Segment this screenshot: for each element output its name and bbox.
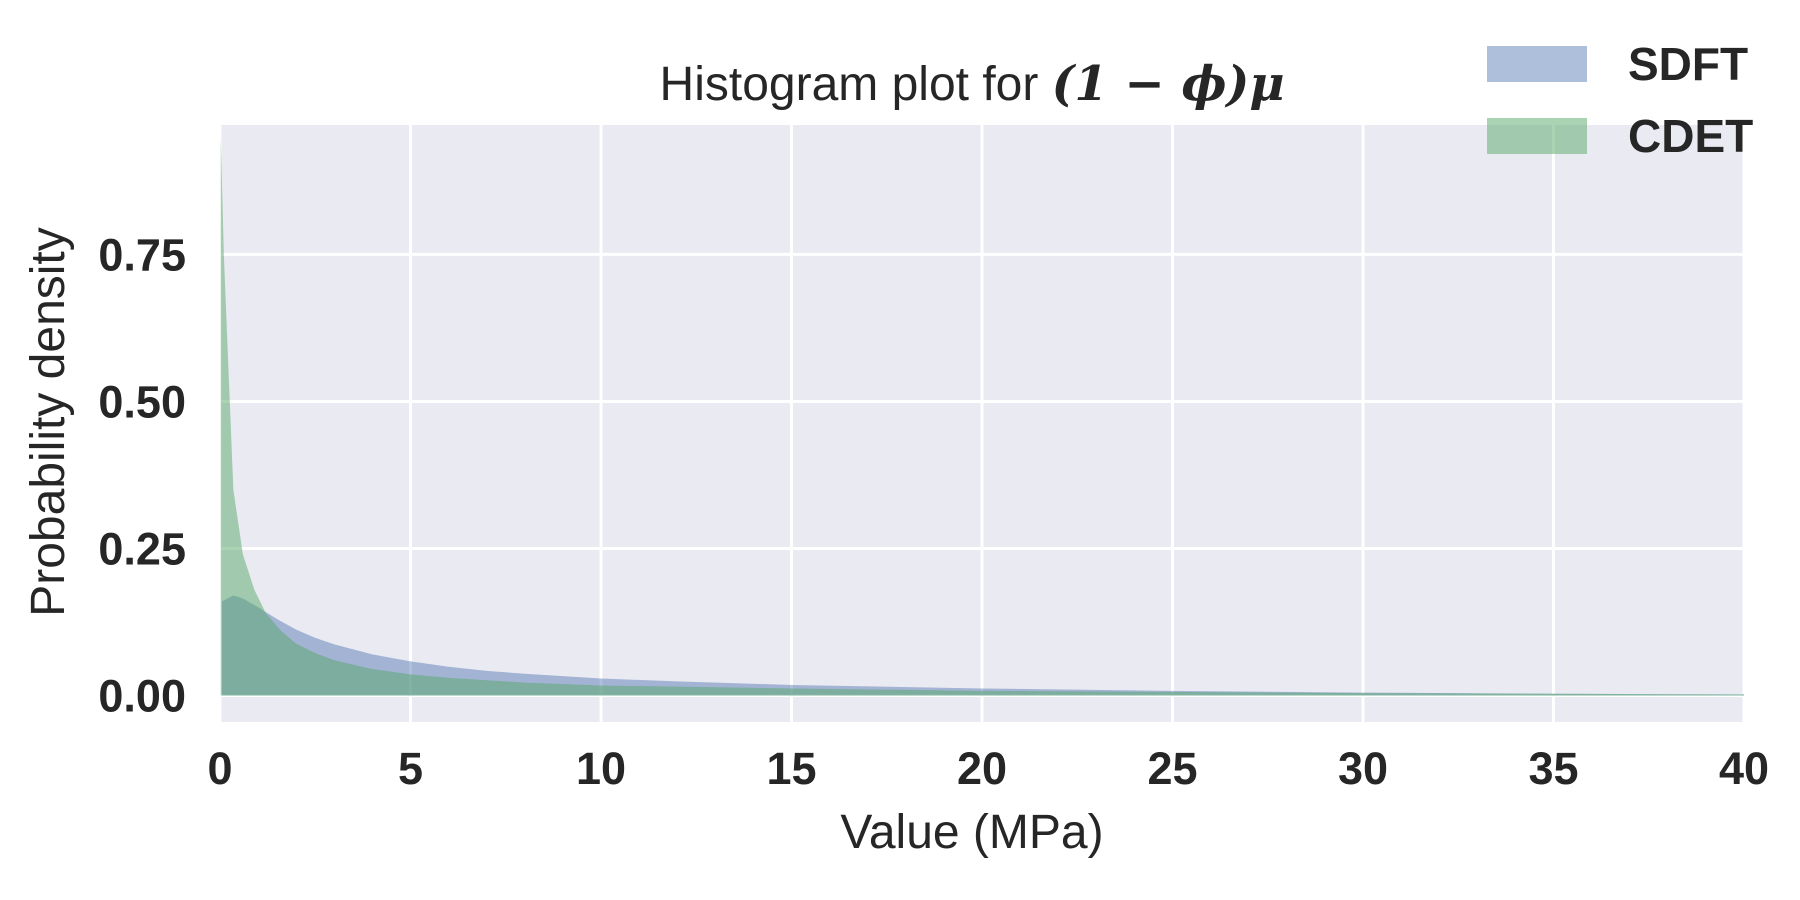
y-tick-label: 0.50 [98, 376, 186, 427]
x-tick-label: 40 [1719, 743, 1769, 794]
x-tick-label: 20 [957, 743, 1007, 794]
legend-label-cdet: CDET [1628, 110, 1753, 162]
x-axis-ticks: 0 5 10 15 20 25 30 35 40 [207, 743, 1769, 794]
x-axis-label: Value (MPa) [840, 806, 1103, 859]
chart-title-prefix: Histogram plot for [660, 58, 1052, 111]
x-tick-label: 35 [1528, 743, 1578, 794]
x-tick-label: 15 [766, 743, 816, 794]
x-tick-label: 30 [1338, 743, 1388, 794]
legend-swatch-sdft [1487, 46, 1587, 82]
y-axis-label: Probability density [22, 227, 75, 617]
y-tick-label: 0.75 [98, 229, 186, 280]
legend-label-sdft: SDFT [1628, 38, 1748, 90]
y-axis-ticks: 0.00 0.25 0.50 0.75 [98, 229, 186, 721]
series-areas [220, 136, 1745, 696]
x-tick-label: 0 [207, 743, 232, 794]
x-tick-label: 10 [576, 743, 626, 794]
y-tick-label: 0.25 [98, 523, 186, 574]
x-tick-label: 25 [1147, 743, 1197, 794]
chart-title-math: (1 − ϕ)μ [1052, 56, 1285, 112]
x-tick-label: 5 [398, 743, 423, 794]
legend-swatch-cdet [1487, 118, 1587, 154]
y-tick-label: 0.00 [98, 671, 186, 722]
legend: SDFT CDET [1487, 38, 1753, 162]
chart-title: Histogram plot for (1 − ϕ)μ [660, 56, 1285, 112]
